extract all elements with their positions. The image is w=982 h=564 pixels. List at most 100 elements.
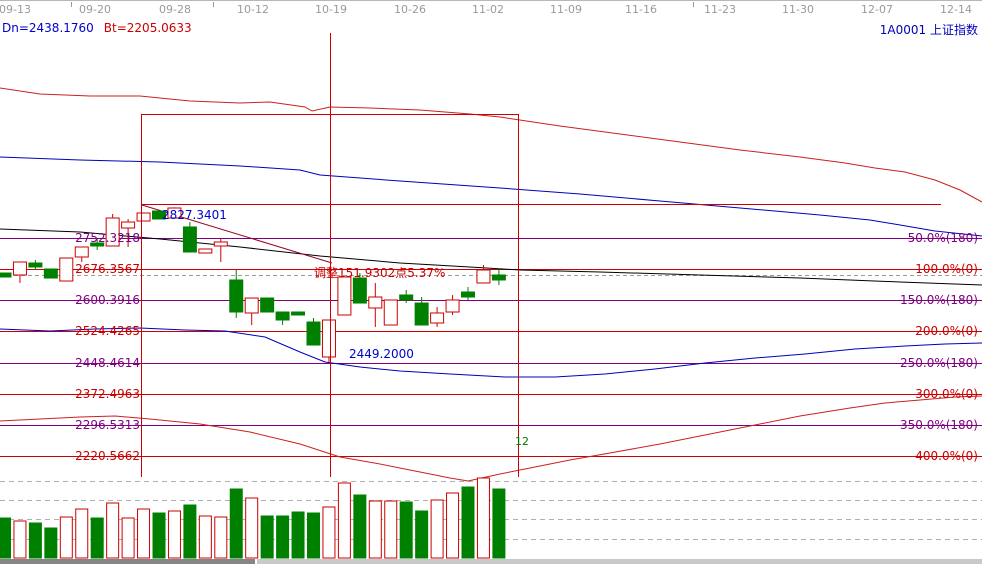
candlestick — [198, 248, 213, 254]
candlestick — [414, 302, 429, 326]
month-tick — [213, 2, 214, 7]
candlestick — [321, 319, 336, 358]
candlestick — [399, 294, 414, 301]
date-axis: 09-13 09-20 09-28 10-12 10-19 10-26 11-02 11-09… — [0, 0, 982, 21]
candlestick — [445, 299, 460, 313]
date-label: 11-30 — [782, 3, 814, 16]
volume-bar — [307, 512, 320, 559]
volume-bar — [322, 506, 336, 559]
volume-bar — [229, 488, 243, 559]
candlestick — [43, 268, 58, 279]
date-label: 11-16 — [625, 3, 657, 16]
candlestick — [229, 279, 244, 313]
candlestick — [337, 276, 352, 316]
dn-indicator-value: Dn=2438.1760 — [2, 21, 94, 35]
candlestick — [383, 299, 398, 326]
volume-bar — [28, 522, 42, 559]
price-level-label: 2448.4614 — [75, 356, 140, 370]
volume-bar — [353, 494, 367, 559]
date-label: 10-19 — [315, 3, 347, 16]
date-label: 12-14 — [940, 3, 972, 16]
date-label: 11-02 — [472, 3, 504, 16]
bt-indicator-value: Bt=2205.0633 — [103, 21, 192, 35]
fib-percent-label: 50.0%(180) — [907, 231, 978, 245]
candlestick — [244, 297, 259, 314]
volume-bar — [492, 488, 506, 559]
volume-bar — [337, 482, 351, 559]
price-level-label: 2220.5662 — [75, 449, 140, 463]
volume-bar — [137, 508, 151, 559]
ma-blue-lower-line — [0, 327, 982, 378]
candlestick — [167, 207, 182, 219]
symbol-title: 1A0001 上证指数 — [879, 23, 978, 37]
price-level-label: 2600.3916 — [75, 293, 140, 307]
date-label: 12-07 — [861, 3, 893, 16]
ma-black-line — [0, 228, 982, 286]
candlestick — [306, 321, 321, 346]
ma-blue-upper-line — [0, 156, 982, 237]
volume-bar — [461, 486, 475, 559]
candlestick — [74, 246, 89, 258]
volume-bar — [44, 527, 58, 559]
volume-bar — [59, 516, 73, 559]
volume-bar — [106, 502, 120, 559]
candlestick — [368, 296, 383, 309]
trough-price-annotation[interactable]: 2449.2000 — [349, 347, 414, 361]
fib-percent-label: 350.0%(180) — [899, 418, 978, 432]
candlestick — [59, 257, 74, 282]
date-label: 11-09 — [550, 3, 582, 16]
fib-percent-label: 400.0%(0) — [915, 449, 978, 463]
decline-annotation[interactable]: 调整151.9302点5.37% — [314, 266, 446, 280]
volume-bar — [75, 508, 89, 559]
candlestick — [105, 217, 120, 247]
volume-bar — [415, 510, 429, 559]
volume-bar — [183, 504, 197, 559]
date-label: 09-13 — [0, 3, 31, 16]
candlestick — [352, 277, 367, 304]
candlestick — [260, 297, 275, 313]
peak-price-annotation[interactable]: 2827.3401 — [162, 208, 227, 222]
volume-bar — [13, 520, 27, 559]
scrollbar-thumb[interactable] — [0, 559, 257, 564]
volume-bar — [214, 516, 228, 559]
date-label: 09-28 — [159, 3, 191, 16]
candlestick — [136, 212, 151, 222]
volume-bar — [384, 500, 398, 559]
fib-percent-label: 300.0%(0) — [915, 387, 978, 401]
bar-count-annotation[interactable]: 12 — [515, 435, 529, 448]
candlestick — [152, 210, 166, 220]
candlestick — [121, 221, 136, 229]
volume-bar — [152, 512, 166, 559]
fib-percent-label: 250.0%(180) — [899, 356, 978, 370]
volume-bar — [121, 517, 135, 559]
volume-bar — [167, 510, 181, 559]
volume-bar — [291, 511, 305, 559]
horizontal-scrollbar[interactable] — [0, 559, 982, 564]
volume-bar — [90, 517, 104, 559]
indicator-readout: Dn=2438.1760 Bt=2205.0633 — [2, 21, 192, 35]
candlestick — [491, 274, 506, 281]
candlestick — [430, 312, 445, 324]
candlestick — [275, 311, 290, 321]
candlestick — [182, 226, 197, 253]
price-level-label: 2296.5313 — [75, 418, 140, 432]
volume-bar — [446, 492, 460, 559]
candlestick — [0, 272, 12, 278]
date-label: 10-12 — [237, 3, 269, 16]
candlestick — [28, 262, 43, 268]
volume-bar — [430, 499, 444, 559]
date-label: 10-26 — [394, 3, 426, 16]
volume-bar — [245, 497, 259, 559]
candlestick — [213, 241, 228, 247]
candlestick — [461, 291, 475, 298]
volume-bar — [476, 477, 490, 559]
volume-bar — [260, 515, 274, 559]
volume-bar — [198, 515, 212, 559]
price-level-label: 2524.4265 — [75, 324, 140, 338]
month-tick — [693, 2, 694, 7]
fib-percent-label: 150.0%(180) — [899, 293, 978, 307]
candlestick — [90, 242, 105, 247]
volume-bar — [276, 515, 290, 559]
